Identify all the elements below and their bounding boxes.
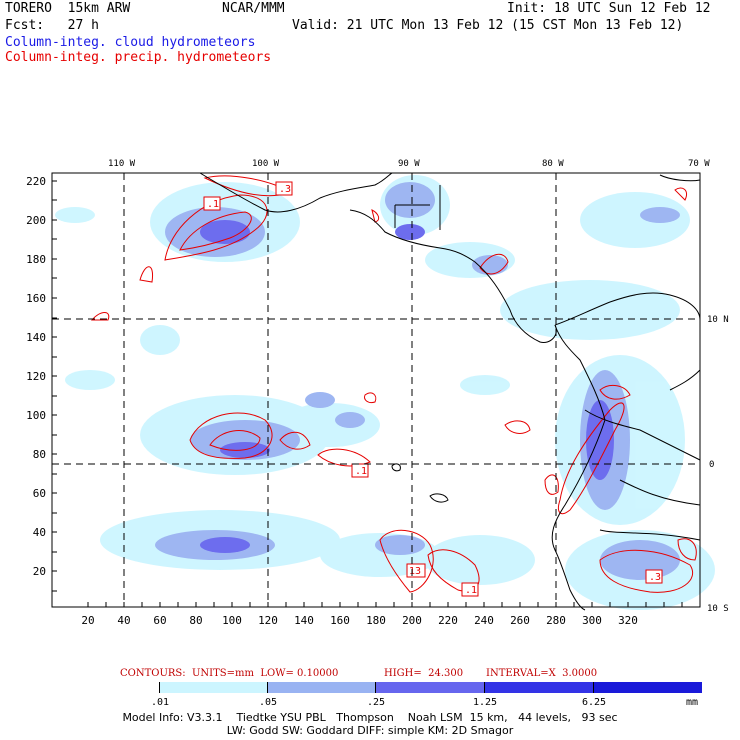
colorbar-label: .01 bbox=[150, 697, 170, 708]
y-tick-label: 80 bbox=[33, 448, 46, 461]
colorbar-cell bbox=[594, 682, 702, 693]
x-tick-label: 120 bbox=[258, 614, 278, 627]
x-tick-label: 260 bbox=[510, 614, 530, 627]
legend-cloud: Column-integ. cloud hydrometeors bbox=[5, 35, 256, 50]
precip-contours bbox=[90, 175, 697, 593]
model-info: Model Info: V3.3.1 Tiedtke YSU PBL Thomp… bbox=[122, 711, 618, 724]
forecast-hour: Fcst: 27 h bbox=[5, 18, 99, 33]
y-tick-label: 140 bbox=[26, 331, 46, 344]
contour-label: .3 bbox=[649, 572, 661, 583]
y-tick-label: 180 bbox=[26, 253, 46, 266]
colorbar-label: 1.25 bbox=[472, 697, 498, 708]
lat-label: 10 S bbox=[707, 604, 729, 614]
y-tick-label: 20 bbox=[33, 565, 46, 578]
x-tick-label: 200 bbox=[402, 614, 422, 627]
colorbar-cell bbox=[52, 682, 160, 693]
graticule bbox=[52, 173, 700, 607]
valid-time: Valid: 21 UTC Mon 13 Feb 12 (15 CST Mon … bbox=[292, 18, 684, 33]
contour-label: 13 bbox=[409, 566, 421, 577]
contour-label: .1 bbox=[465, 585, 477, 596]
y-tick-label: 100 bbox=[26, 409, 46, 422]
physics-info: LW: Godd SW: Goddard DIFF: simple KM: 2D… bbox=[226, 724, 514, 737]
y-tick-label: 220 bbox=[26, 175, 46, 188]
lon-label: 80 W bbox=[542, 159, 564, 169]
contour-value-labels: .1 .3 .1 13 .1 .3 bbox=[203, 181, 663, 597]
cloud-shading bbox=[55, 175, 715, 610]
legend-precip: Column-integ. precip. hydrometeors bbox=[5, 50, 272, 65]
model-title: TORERO 15km ARW bbox=[5, 1, 131, 16]
contour-high: HIGH= 24.300 bbox=[384, 668, 464, 679]
axis-ticks bbox=[52, 180, 683, 607]
x-tick-label: 240 bbox=[474, 614, 494, 627]
lon-label: 100 W bbox=[252, 159, 280, 169]
colorbar-cell bbox=[485, 682, 594, 693]
y-tick-label: 200 bbox=[26, 214, 46, 227]
x-tick-label: 80 bbox=[189, 614, 202, 627]
colorbar-label: .05 bbox=[258, 697, 278, 708]
colorbar-cell bbox=[268, 682, 376, 693]
y-tick-label: 160 bbox=[26, 292, 46, 305]
x-tick-label: 100 bbox=[222, 614, 242, 627]
organization: NCAR/MMM bbox=[222, 1, 285, 16]
x-tick-label: 320 bbox=[618, 614, 638, 627]
lon-label: 90 W bbox=[398, 159, 420, 169]
x-tick-label: 300 bbox=[582, 614, 602, 627]
colorbar-unit: mm bbox=[686, 697, 699, 708]
x-tick-label: 140 bbox=[294, 614, 314, 627]
contour-label: .1 bbox=[207, 199, 219, 210]
contour-label: .3 bbox=[279, 184, 291, 195]
colorbar-label: 6.25 bbox=[581, 697, 607, 708]
colorbar-cell bbox=[160, 682, 268, 693]
x-tick-label: 20 bbox=[81, 614, 94, 627]
contour-label: .1 bbox=[355, 466, 367, 477]
contour-interval: INTERVAL=X 3.0000 bbox=[486, 668, 598, 679]
x-tick-label: 60 bbox=[153, 614, 166, 627]
y-tick-label: 60 bbox=[33, 487, 46, 500]
contour-units: CONTOURS: UNITS=mm LOW= 0.10000 bbox=[120, 668, 339, 679]
x-tick-label: 40 bbox=[117, 614, 130, 627]
y-tick-label: 40 bbox=[33, 526, 46, 539]
lat-label: 10 N bbox=[707, 315, 729, 325]
y-tick-label: 120 bbox=[26, 370, 46, 383]
lon-label: 110 W bbox=[108, 159, 136, 169]
x-tick-label: 180 bbox=[366, 614, 386, 627]
colorbar-label: .25 bbox=[366, 697, 386, 708]
colorbar-cell bbox=[376, 682, 485, 693]
init-time: Init: 18 UTC Sun 12 Feb 12 bbox=[507, 1, 711, 16]
lat-label: 0 bbox=[709, 460, 714, 470]
x-tick-label: 220 bbox=[438, 614, 458, 627]
lon-label: 70 W bbox=[688, 159, 710, 169]
x-tick-label: 280 bbox=[546, 614, 566, 627]
x-tick-label: 160 bbox=[330, 614, 350, 627]
